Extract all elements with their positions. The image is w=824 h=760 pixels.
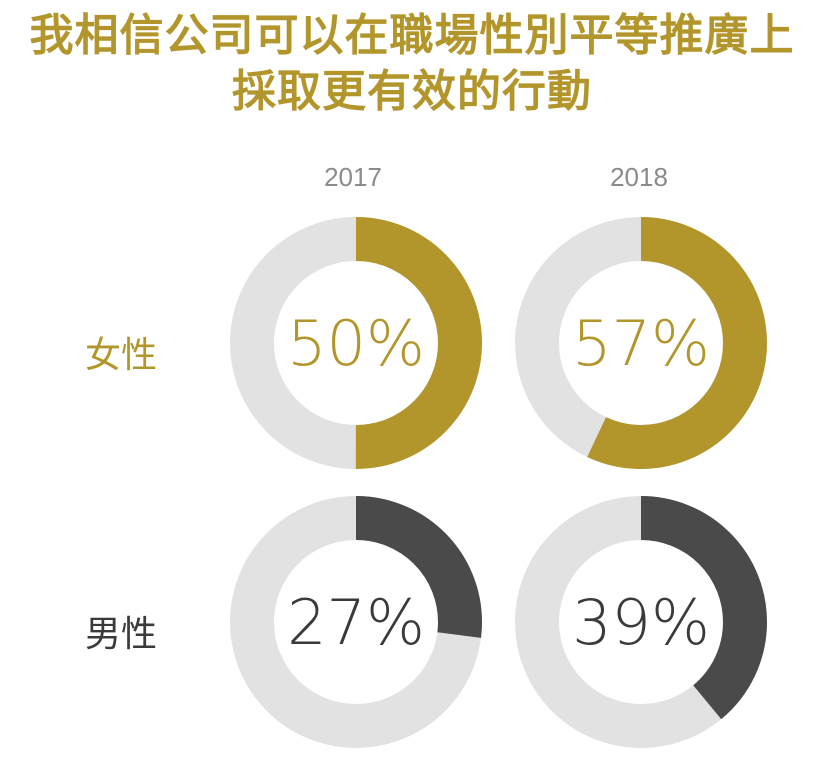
- year-label-2017: 2017: [324, 162, 382, 192]
- donut-label-male-2017: 27%: [287, 586, 425, 659]
- title-line-2: 採取更有效的行動: [232, 66, 592, 117]
- year-label-2018: 2018: [610, 162, 668, 192]
- donut-slice-male-2017: [230, 496, 482, 748]
- donut-label-female-2017: 50%: [287, 307, 425, 380]
- chart-title: 我相信公司可以在職場性別平等推廣上 採取更有效的行動: [0, 8, 824, 120]
- donut-label-female-2018: 57%: [572, 307, 710, 380]
- donut-slice-female-2017: [230, 217, 482, 469]
- donut-slice-female-2018: [515, 217, 767, 469]
- title-line-1: 我相信公司可以在職場性別平等推廣上: [29, 10, 795, 61]
- donut-label-male-2018: 39%: [572, 586, 710, 659]
- row-label-female: 女性: [84, 335, 157, 376]
- donut-slice-male-2018: [515, 496, 767, 748]
- row-label-male: 男性: [84, 614, 157, 655]
